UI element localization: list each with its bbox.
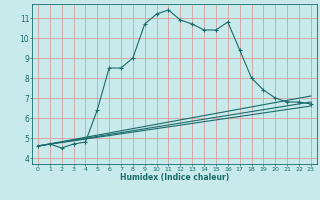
X-axis label: Humidex (Indice chaleur): Humidex (Indice chaleur) (120, 173, 229, 182)
